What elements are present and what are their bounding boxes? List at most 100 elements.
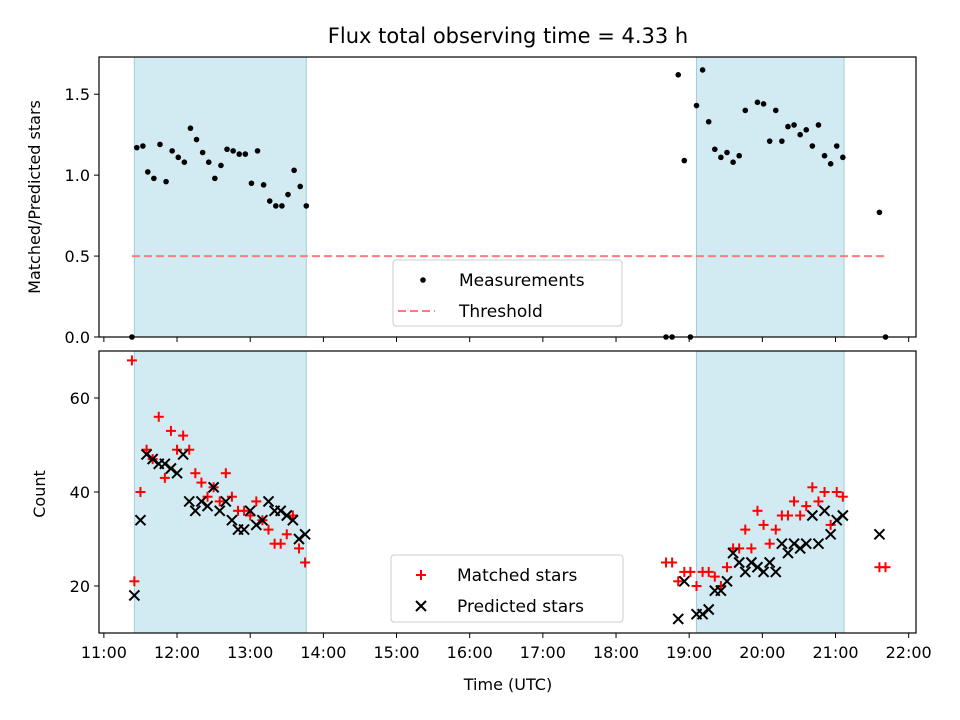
ytick-label: 20	[70, 577, 90, 596]
predicted-star-point	[806, 509, 819, 522]
ytick-label: 1.0	[65, 166, 90, 185]
x-mark-b	[763, 556, 776, 569]
x-mark-b	[281, 509, 293, 522]
x-mark-b	[214, 505, 226, 517]
predicted-star-point	[287, 514, 299, 526]
xtick-label: 20:00	[739, 643, 785, 662]
predicted-star-point	[183, 495, 195, 508]
x-mark-b	[672, 613, 684, 625]
ytick-label: 0.5	[65, 247, 90, 266]
matched-star-point	[275, 538, 286, 549]
measurement-point	[785, 123, 791, 130]
xtick-label: 14:00	[300, 643, 346, 662]
x-mark-b	[134, 514, 147, 526]
predicted-star-point	[214, 505, 226, 517]
legend-label: Predicted stars	[457, 597, 584, 617]
matched-star-point	[226, 491, 237, 502]
bottom-xlabel: Time (UTC)	[463, 675, 552, 694]
matched-star-point	[837, 491, 848, 502]
measurement-point	[279, 203, 285, 209]
x-mark-b	[287, 514, 299, 526]
measurement-point	[705, 118, 712, 125]
matched-star-point	[135, 487, 146, 497]
predicted-star-point	[837, 509, 849, 522]
matched-star-point	[734, 543, 745, 554]
measurement-point	[254, 148, 261, 154]
measurement-point	[675, 72, 682, 78]
predicted-star-point	[171, 467, 183, 479]
x-mark-b	[812, 537, 825, 550]
matched-star-point	[293, 543, 304, 554]
x-mark-b	[739, 566, 751, 578]
x-mark-b	[159, 458, 171, 470]
x-mark-b	[299, 528, 311, 541]
x-mark-b	[128, 589, 141, 602]
matched-star-point	[281, 529, 292, 540]
measurement-point	[297, 183, 304, 190]
x-mark-b	[788, 537, 800, 550]
measurement-point	[218, 162, 224, 169]
measurement-point	[303, 203, 310, 209]
matched-star-point	[214, 496, 225, 507]
matched-star-point	[789, 496, 800, 507]
predicted-star-point	[702, 603, 715, 616]
measurement-point	[175, 154, 182, 161]
predicted-star-point	[177, 448, 189, 461]
predicted-star-point	[763, 556, 776, 569]
measurement-point	[242, 151, 249, 157]
predicted-star-point	[220, 495, 232, 508]
predicted-star-point	[727, 547, 739, 559]
predicted-star-point	[256, 514, 269, 526]
matched-star-point	[831, 487, 842, 497]
predicted-star-point	[739, 566, 751, 578]
measurement-point	[212, 175, 218, 182]
x-mark-b	[721, 575, 733, 588]
matched-star-point	[782, 510, 793, 521]
measurement-point	[151, 175, 157, 182]
axes-frame	[98, 56, 917, 338]
matched-star-point	[300, 557, 311, 568]
x-mark-b	[837, 509, 849, 522]
matched-star-point	[801, 501, 812, 512]
x-mark-b	[244, 505, 256, 517]
predicted-star-point	[782, 547, 794, 559]
matched-star-point	[202, 491, 213, 502]
measurement-point	[199, 149, 206, 156]
x-mark-b	[220, 495, 232, 508]
x-mark-b	[715, 584, 727, 597]
x-mark-b	[140, 448, 153, 461]
measurement-point	[797, 131, 803, 138]
matched-star-point	[178, 430, 189, 441]
matched-star-point	[807, 482, 818, 493]
predicted-star-point	[672, 613, 684, 625]
x-mark-b	[818, 505, 831, 517]
x-mark-b	[702, 603, 715, 616]
measurement-point	[224, 146, 230, 153]
xtick-label: 15:00	[373, 643, 419, 662]
measurement-point	[815, 122, 822, 128]
measurement-point	[876, 209, 883, 216]
predicted-star-point	[757, 566, 770, 578]
x-mark-b	[751, 561, 764, 573]
legend-label: Threshold	[458, 302, 543, 322]
matched-star-point	[172, 444, 183, 455]
matched-star-point	[819, 487, 830, 497]
x-mark-b	[806, 509, 819, 522]
measurement-point	[187, 125, 194, 132]
measurement-point	[193, 136, 200, 143]
measurement-point	[833, 143, 840, 149]
measurement-point	[711, 146, 718, 153]
matched-star-point	[190, 468, 201, 479]
ytick-label: 1.5	[65, 85, 90, 104]
measurement-point	[260, 182, 267, 188]
predicted-star-point	[818, 505, 831, 517]
x-mark-b	[733, 556, 745, 569]
measurement-point	[144, 169, 151, 175]
xtick-label: 11:00	[81, 643, 127, 662]
matched-star-point	[709, 571, 720, 582]
measurement-point	[827, 161, 834, 167]
x-mark-b	[177, 448, 189, 461]
measurement-point	[266, 198, 273, 204]
ytick-label: 40	[70, 483, 90, 502]
predicted-star-point	[770, 566, 782, 578]
